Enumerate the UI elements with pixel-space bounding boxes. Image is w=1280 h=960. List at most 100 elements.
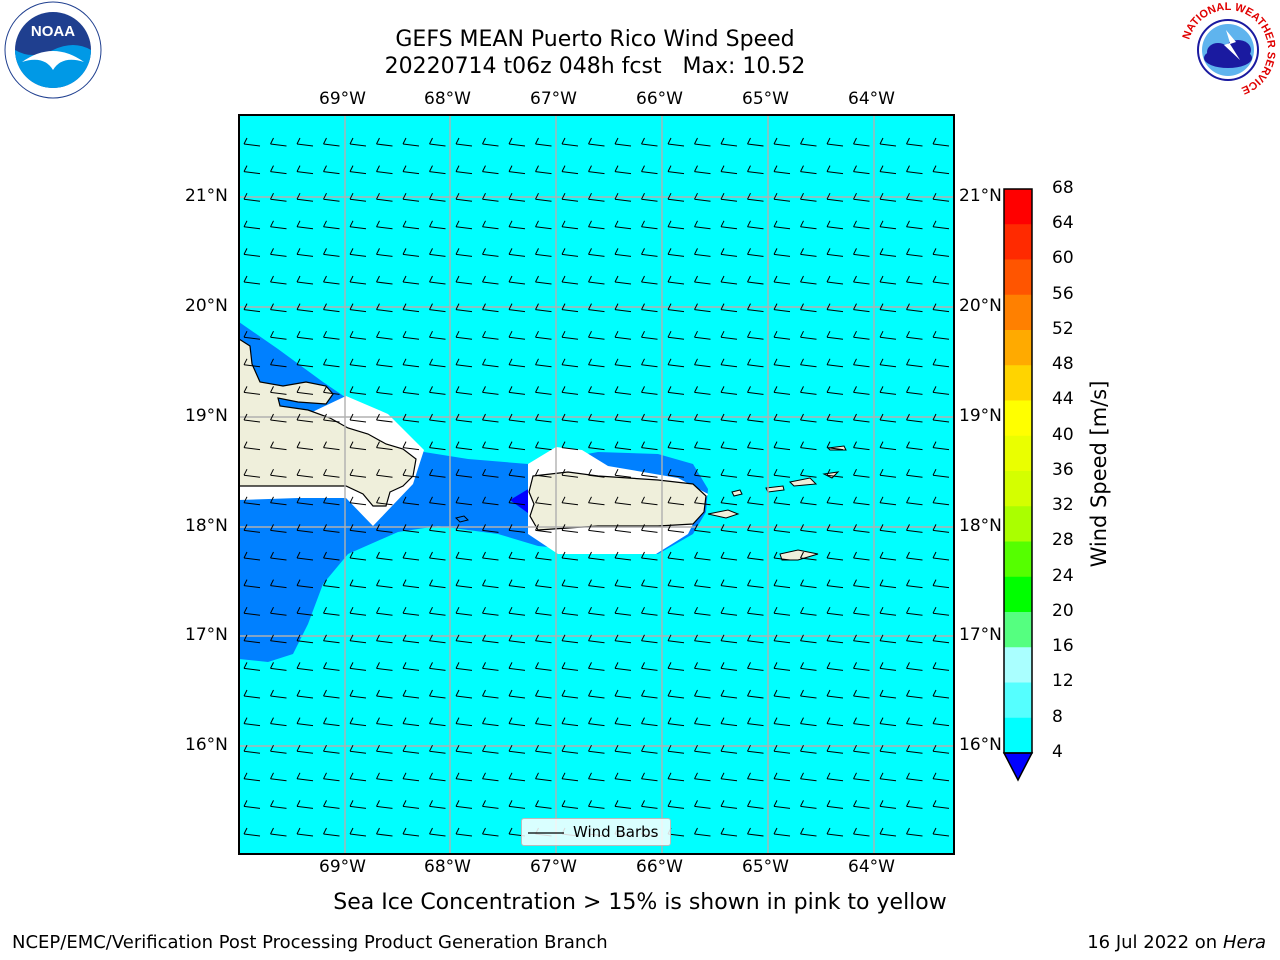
- wind-barb: [932, 606, 950, 616]
- wind-barb: [720, 662, 738, 671]
- wind-barb: [826, 551, 844, 561]
- wind-barb: [349, 827, 367, 837]
- wind-barb: [349, 524, 367, 533]
- wind-barb: [773, 551, 791, 561]
- wind-barb: [906, 496, 923, 506]
- wind-barb: [641, 689, 658, 699]
- wind-barb: [826, 634, 844, 644]
- wind-barb: [508, 717, 526, 727]
- wind-barb: [243, 662, 261, 671]
- wind-barb: [720, 827, 738, 837]
- wind-barb: [826, 496, 844, 506]
- wind-barb: [906, 275, 923, 285]
- colorbar-band: [1004, 717, 1032, 754]
- wind-barb: [800, 441, 817, 451]
- wind-barb: [402, 137, 420, 147]
- wind-barb: [535, 606, 552, 616]
- left-lat-label: 21°N: [185, 186, 228, 206]
- wind-barb: [800, 386, 817, 395]
- colorbar: [1002, 188, 1034, 782]
- wind-barb: [879, 524, 897, 533]
- wind-barb: [720, 689, 738, 699]
- wind-barb: [720, 579, 738, 589]
- wind-barb: [667, 551, 685, 561]
- colorbar-tick: 40: [1052, 425, 1074, 445]
- wind-barb: [906, 772, 923, 782]
- wind-barb: [429, 330, 446, 340]
- wind-barb: [614, 551, 632, 561]
- wind-barb: [879, 800, 897, 809]
- wind-barb: [243, 689, 261, 699]
- wind-barb: [694, 386, 711, 395]
- colorbar-band: [1004, 576, 1032, 613]
- wind-barb: [455, 606, 473, 616]
- wind-barb: [349, 717, 367, 727]
- wind-barb: [906, 220, 923, 230]
- wind-barb: [243, 827, 261, 837]
- wind-barb: [349, 579, 367, 589]
- wind-barb: [588, 551, 605, 561]
- right-lat-label: 18°N: [959, 516, 1002, 536]
- wind-barb: [879, 468, 897, 478]
- wind-barb: [747, 220, 764, 230]
- wind-barb: [588, 579, 605, 589]
- wind-barb: [694, 358, 711, 368]
- wind-barb: [349, 468, 367, 478]
- wind-barb: [747, 496, 764, 506]
- wind-barb: [561, 468, 579, 478]
- wind-barb: [800, 524, 817, 533]
- wind-barb: [429, 689, 446, 699]
- wind-barb: [667, 744, 685, 754]
- wind-barb: [482, 689, 499, 699]
- wind-barb: [667, 220, 685, 230]
- wind-barb: [429, 165, 446, 175]
- wind-barb: [826, 386, 844, 395]
- calm-wind-patch: [510, 488, 532, 516]
- wind-barb: [588, 303, 605, 313]
- wind-barb: [429, 441, 446, 451]
- wind-barb: [614, 220, 632, 230]
- wind-barb: [243, 413, 261, 423]
- wind-barb: [667, 192, 685, 202]
- wind-barb: [773, 358, 791, 368]
- wind-barb: [482, 579, 499, 589]
- wind-barb: [243, 386, 261, 395]
- wind-barb: [402, 662, 420, 671]
- bottom-lon-label: 66°W: [636, 857, 683, 877]
- wind-barb: [455, 551, 473, 561]
- wind-barb: [482, 413, 499, 423]
- wind-barb: [429, 579, 446, 589]
- wind-barb: [588, 192, 605, 202]
- wind-barb: [455, 717, 473, 727]
- colorbar-tick: 8: [1052, 707, 1063, 727]
- wind-barb: [932, 413, 950, 423]
- wind-barb: [694, 717, 711, 727]
- map-title: GEFS MEAN Puerto Rico Wind Speed: [395, 27, 795, 52]
- wind-barb: [455, 634, 473, 644]
- wind-barb: [694, 441, 711, 451]
- wind-barb: [323, 468, 340, 478]
- wind-barb: [296, 524, 314, 533]
- wind-barb: [641, 579, 658, 589]
- wind-barb: [402, 330, 420, 340]
- wind-barb: [429, 524, 446, 533]
- wind-barb: [747, 662, 764, 671]
- wind-barb: [853, 413, 870, 423]
- wind-barb: [879, 634, 897, 644]
- wind-barb: [853, 496, 870, 506]
- wind-barb: [243, 744, 261, 754]
- wind-barb: [561, 192, 579, 202]
- wind-barb: [243, 220, 261, 230]
- wind-barb: [747, 524, 764, 533]
- wind-barb: [508, 744, 526, 754]
- wind-barb: [349, 165, 367, 175]
- wind-barb: [614, 275, 632, 285]
- wind-barb: [402, 827, 420, 837]
- wind-barb: [349, 772, 367, 782]
- wind-barb: [720, 772, 738, 782]
- wind-barb: [879, 827, 897, 837]
- wind-barb: [773, 827, 791, 837]
- wind-barb: [853, 579, 870, 589]
- wind-barb: [641, 220, 658, 230]
- wind-barb: [402, 579, 420, 589]
